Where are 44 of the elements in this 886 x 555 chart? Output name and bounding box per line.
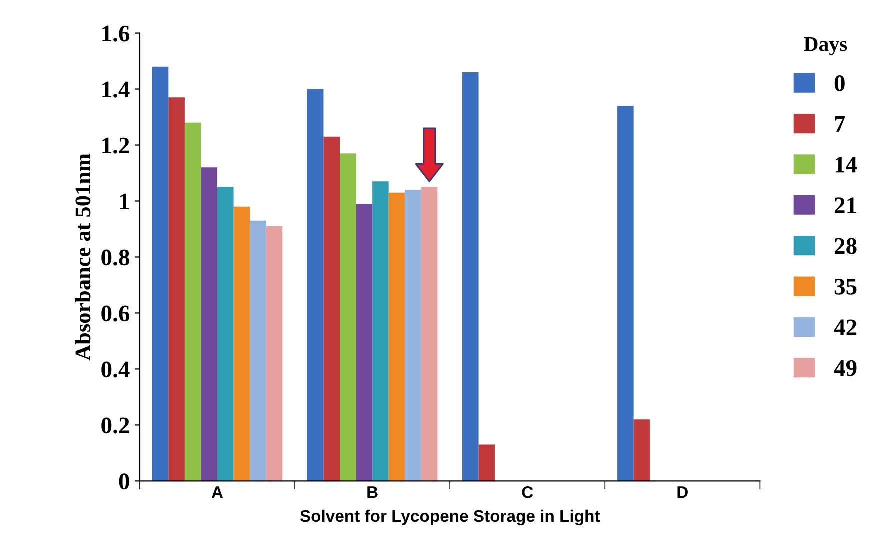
bar <box>372 182 389 482</box>
legend-label: 49 <box>834 360 857 376</box>
bar <box>634 420 650 482</box>
y-tick-label: 0.4 <box>102 362 130 378</box>
bar <box>421 187 438 482</box>
bar <box>218 187 234 482</box>
x-tick-label: D <box>678 486 688 498</box>
y-tick-label: 1.6 <box>102 26 130 42</box>
x-axis-title: Solvent for Lycopene Storage in Light <box>300 510 600 526</box>
bar <box>388 192 406 482</box>
y-tick-label: 0.6 <box>102 306 130 322</box>
x-tick-label: A <box>212 486 224 498</box>
legend-label: 28 <box>834 238 857 254</box>
y-tick-label: 1.2 <box>102 138 130 154</box>
bar <box>462 72 479 482</box>
bar <box>307 89 324 482</box>
y-axis-title: Absorbance at 501nm <box>75 154 91 361</box>
y-tick-label: 0.2 <box>102 418 130 434</box>
bar <box>405 190 422 482</box>
bar <box>234 206 250 482</box>
y-tick-label: 0 <box>119 474 130 490</box>
legend-label: 42 <box>834 320 857 336</box>
y-tick-label: 1.4 <box>102 82 130 98</box>
y-tick-label: 0.8 <box>102 250 130 266</box>
legend-label: 21 <box>834 198 856 214</box>
bar <box>356 204 373 482</box>
legend-label: 7 <box>835 116 846 132</box>
x-tick-label: B <box>368 486 378 498</box>
bar <box>478 444 496 482</box>
bar <box>340 154 356 482</box>
bar <box>184 122 202 482</box>
y-tick-label: 1 <box>120 194 130 210</box>
bar <box>201 168 218 482</box>
legend-label: 35 <box>834 279 857 295</box>
x-tick-label: C <box>522 486 534 498</box>
legend-label: 14 <box>836 157 858 173</box>
bar <box>152 66 169 482</box>
bar <box>618 106 634 482</box>
bar <box>324 136 340 482</box>
bar <box>266 226 283 482</box>
legend-title: Days <box>804 37 848 56</box>
legend-label: 0 <box>834 76 845 92</box>
bar <box>168 98 185 482</box>
bar <box>250 220 266 482</box>
